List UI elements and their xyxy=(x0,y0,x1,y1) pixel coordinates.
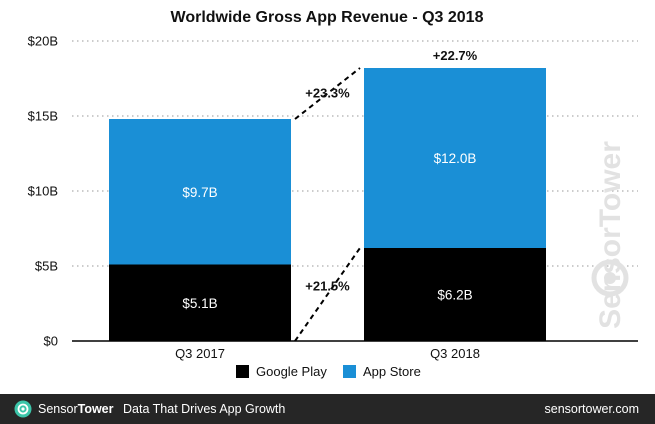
legend: Google Play App Store xyxy=(236,364,421,379)
bar-app-store xyxy=(364,68,546,248)
growth-label-total: +22.7% xyxy=(433,48,478,63)
legend-app-store-swatch xyxy=(343,365,356,378)
growth-connector-line xyxy=(294,247,361,342)
bar-google-play xyxy=(364,248,546,341)
footer-tagline: Data That Drives App Growth xyxy=(123,402,286,416)
growth-label-app-store: +23.3% xyxy=(305,86,350,101)
growth-connector-line xyxy=(294,67,361,120)
chart-title: Worldwide Gross App Revenue - Q3 2018 xyxy=(171,9,484,26)
bars: $5.1B $9.7B $6.2B $12.0B xyxy=(109,68,546,341)
revenue-chart: Worldwide Gross App Revenue - Q3 2018 $0… xyxy=(28,9,638,379)
sensortower-logo-icon xyxy=(14,400,32,418)
growth-connectors: +23.3% +21.5% +22.7% xyxy=(294,48,478,342)
footer-brand-light: Sensor xyxy=(38,402,78,416)
x-axis-ticks: Q3 2017 Q3 2018 xyxy=(175,346,480,361)
bar-value-label: $5.1B xyxy=(182,296,217,311)
y-tick-label: $15B xyxy=(28,109,58,124)
bar-google-play xyxy=(109,264,291,341)
y-tick-label: $5B xyxy=(35,259,58,274)
bar-value-label: $9.7B xyxy=(182,185,217,200)
y-tick-label: $0 xyxy=(44,334,58,349)
bar-value-label: $12.0B xyxy=(434,151,477,166)
y-tick-label: $10B xyxy=(28,184,58,199)
footer-url[interactable]: sensortower.com xyxy=(544,402,639,416)
footer: SensorTower Data That Drives App Growth … xyxy=(0,394,655,424)
bar-app-store xyxy=(109,119,291,265)
y-axis-ticks: $0 $5B $10B $15B $20B xyxy=(28,34,58,349)
footer-brand-bold: Tower xyxy=(77,402,114,416)
y-tick-label: $20B xyxy=(28,34,58,49)
watermark-logo-icon xyxy=(591,259,629,297)
watermark: SensorTower xyxy=(594,141,627,329)
growth-label-google-play: +21.5% xyxy=(305,279,350,294)
legend-app-store-label: App Store xyxy=(363,364,421,379)
legend-google-play-label: Google Play xyxy=(256,364,327,379)
footer-brand: SensorTower xyxy=(38,402,114,416)
watermark-text: SensorTower xyxy=(594,141,627,329)
x-tick-label: Q3 2017 xyxy=(175,346,225,361)
x-tick-label: Q3 2018 xyxy=(430,346,480,361)
legend-google-play-swatch xyxy=(236,365,249,378)
bar-value-label: $6.2B xyxy=(437,288,472,303)
